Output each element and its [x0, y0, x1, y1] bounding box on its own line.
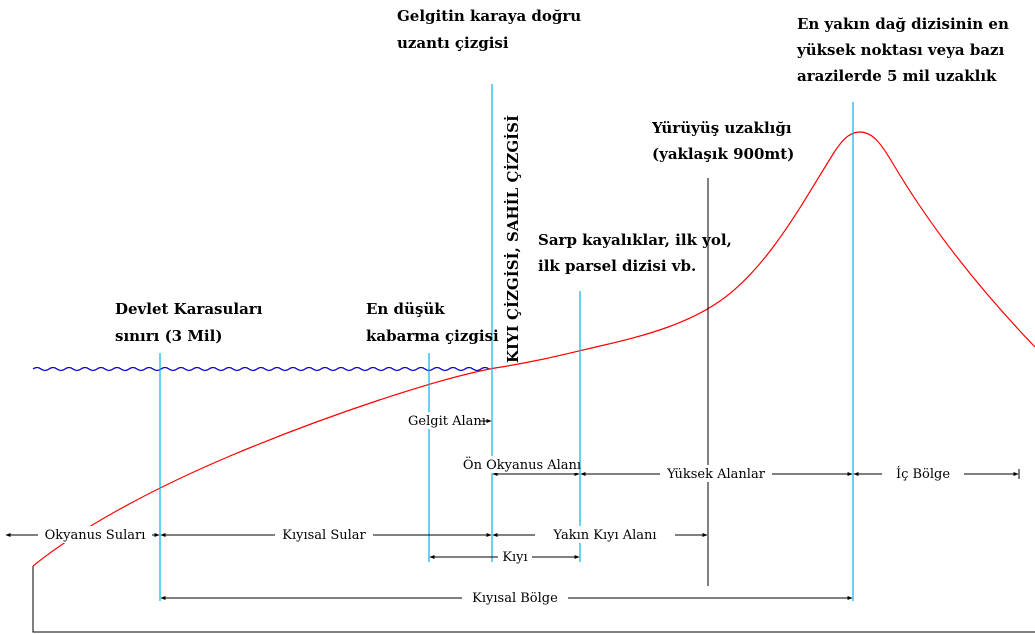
- svg-text:En yakın dağ dizisinin en: En yakın dağ dizisinin en: [797, 15, 1009, 33]
- heading-tide-landward: Gelgitin karaya doğru uzantı çizgisi: [397, 7, 581, 52]
- svg-text:yüksek noktası veya bazı: yüksek noktası veya bazı: [796, 41, 1005, 59]
- zone-label-shore: Kıyı: [502, 550, 527, 565]
- svg-text:sınırı (3 Mil): sınırı (3 Mil): [115, 327, 222, 345]
- svg-text:kabarma çizgisi: kabarma çizgisi: [366, 327, 499, 345]
- svg-text:En düşük: En düşük: [366, 300, 445, 318]
- svg-text:Sarp kayalıklar, ilk yol,: Sarp kayalıklar, ilk yol,: [538, 231, 732, 249]
- zone-label-ocean-waters: Okyanus Suları: [45, 528, 146, 543]
- svg-text:Devlet Karasuları: Devlet Karasuları: [115, 300, 263, 318]
- svg-text:Gelgitin karaya doğru: Gelgitin karaya doğru: [397, 7, 581, 25]
- heading-cliffs: Sarp kayalıklar, ilk yol, ilk parsel diz…: [538, 231, 732, 275]
- svg-text:(yaklaşık 900mt): (yaklaşık 900mt): [652, 145, 794, 163]
- svg-text:arazilerde 5 mil uzaklık: arazilerde 5 mil uzaklık: [797, 67, 997, 85]
- heading-walking-distance: Yürüyüş uzaklığı (yaklaşık 900mt): [651, 119, 794, 163]
- heading-peak: En yakın dağ dizisinin en yüksek noktası…: [796, 15, 1009, 85]
- heading-shoreline-vertical: KIYI ÇİZGİSİ, SAHİL ÇİZGİSİ: [503, 115, 522, 363]
- zone-label-uplands: Yüksek Alanlar: [666, 467, 766, 482]
- sea-level-line: [32, 366, 490, 372]
- zone-label-coastal-zone: Kıyısal Bölge: [472, 591, 558, 606]
- zone-label-coastal-waters: Kıyısal Sular: [282, 528, 366, 543]
- svg-text:Yürüyüş uzaklığı: Yürüyüş uzaklığı: [651, 119, 792, 137]
- heading-territorial-limit: Devlet Karasuları sınırı (3 Mil): [115, 300, 263, 345]
- bottom-bracket-line: [32, 566, 1035, 633]
- svg-text:uzantı çizgisi: uzantı çizgisi: [397, 34, 509, 52]
- zone-label-near-shore: Yakın Kıyı Alanı: [552, 528, 656, 543]
- zone-label-foreshore: Ön Okyanus Alanı: [463, 456, 581, 473]
- svg-text:ilk parsel dizisi vb.: ilk parsel dizisi vb.: [538, 257, 696, 275]
- zone-label-inland: İç Bölge: [896, 465, 950, 482]
- terrain-profile-line: [32, 131, 1035, 567]
- heading-low-tide: En düşük kabarma çizgisi: [366, 300, 499, 345]
- zone-label-tidal-area: Gelgit Alanı: [408, 414, 486, 429]
